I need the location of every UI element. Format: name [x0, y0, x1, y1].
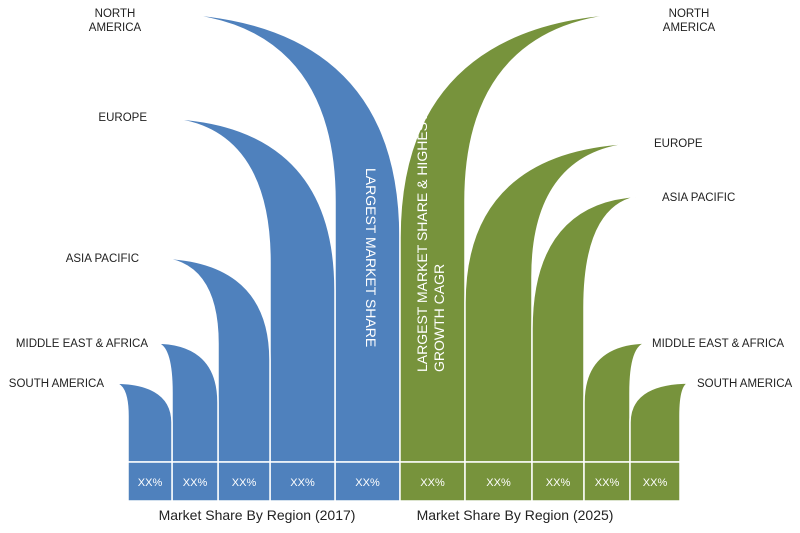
region-label-2025-north-america: NORTH AMERICA [663, 8, 716, 34]
value-label-2025-south-america: XX% [643, 477, 668, 489]
region-label-2017-south-america: SOUTH AMERICA [9, 378, 105, 390]
region-label-2017-asia-pacific: ASIA PACIFIC [66, 253, 139, 265]
bar-2025-asia-pacific [531, 195, 649, 463]
value-box-2017-europe [269, 461, 336, 502]
value-box-2025-south-america [629, 461, 681, 502]
value-label-2017-south-america: XX% [138, 477, 163, 489]
region-label-2025-south-america: SOUTH AMERICA [697, 378, 793, 390]
region-label-2025-middle-east-and-africa: MIDDLE EAST & AFRICA [652, 338, 784, 350]
value-box-2017-south-america [127, 461, 173, 502]
bar-2017-europe [154, 117, 336, 463]
region-label-2017-europe: EUROPE [98, 112, 147, 124]
chart-2025: XX% NORTH AMERICA XX% EUROPE XX% ASIA PACIFIC X… [399, 8, 793, 502]
bar-2017-north-america [154, 12, 401, 463]
value-label-2025-middle-east-and-africa: XX% [595, 477, 620, 489]
value-label-2025-north-america: XX% [420, 477, 445, 489]
region-label-2017-north-america: NORTH AMERICA [89, 8, 142, 34]
caption-2017: Market Share By Region (2017) [159, 507, 356, 523]
region-label-2017-middle-east-and-africa: MIDDLE EAST & AFRICA [16, 338, 148, 350]
bar-2025-north-america [399, 12, 649, 463]
bar-2025-middle-east-and-africa [583, 342, 649, 463]
bar-2025-europe [464, 142, 649, 463]
caption-2025: Market Share By Region (2025) [417, 507, 614, 523]
annotation-2025: LARGEST MARKET SHARE & HIGHESTGROWTH CAG… [414, 113, 447, 372]
region-label-2025-europe: EUROPE [654, 138, 703, 150]
value-label-2017-north-america: XX% [355, 477, 380, 489]
value-box-2017-asia-pacific [217, 461, 271, 502]
value-label-2017-middle-east-and-africa: XX% [183, 477, 208, 489]
value-box-2025-north-america [399, 461, 466, 502]
bar-2017-asia-pacific [154, 257, 271, 463]
chart-2017: XX% NORTH AMERICA XX% EUROPE XX% ASIA PACIFIC X… [9, 8, 401, 502]
region-label-2025-asia-pacific: ASIA PACIFIC [662, 192, 735, 204]
value-box-2025-europe [464, 461, 533, 502]
bar-2017-south-america [112, 382, 173, 463]
annotation-2017: LARGEST MARKET SHARE [363, 168, 379, 347]
value-label-2017-asia-pacific: XX% [232, 477, 257, 489]
bar-2025-south-america [629, 382, 691, 463]
value-label-2017-europe: XX% [290, 477, 315, 489]
bar-2017-middle-east-and-africa [154, 342, 219, 463]
value-label-2025-asia-pacific: XX% [546, 477, 571, 489]
value-label-2025-europe: XX% [486, 477, 511, 489]
